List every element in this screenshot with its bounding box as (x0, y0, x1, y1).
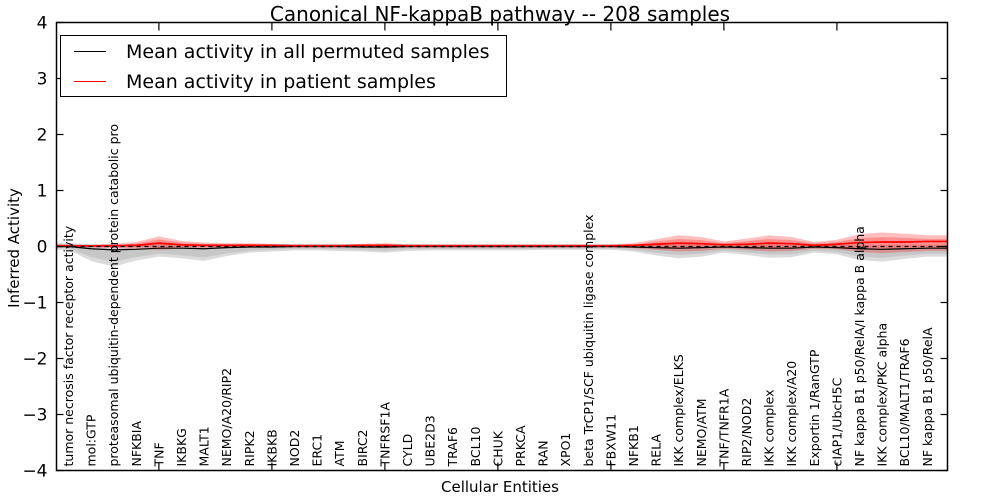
x-category-label: TNF/TNFR1A (716, 388, 731, 467)
x-category-label: beta TrCP1/SCF ubiquitin ligase complex (581, 215, 596, 467)
x-category-label: PRKCA (513, 425, 528, 466)
x-category-label: TRAF6 (445, 427, 460, 468)
x-category-label: IKK complex/PKC alpha (875, 323, 890, 467)
x-category-label: RIP2/NOD2 (739, 398, 754, 467)
legend-line-sample-1 (74, 81, 106, 82)
x-category-label: RELA (649, 434, 664, 467)
x-category-label: MALT1 (197, 426, 212, 466)
y-tick-label: 2 (37, 126, 48, 146)
x-category-label: IKBKG (174, 428, 189, 466)
x-category-label: BCL10/MALT1/TRAF6 (897, 338, 912, 466)
x-category-label: Exportin 1/RanGTP (807, 349, 822, 466)
y-tick-label: −1 (22, 294, 47, 314)
x-category-label: mol:GTP (84, 414, 99, 466)
legend-line-sample-0 (74, 51, 106, 52)
x-category-label: proteasomal ubiquitin-dependent protein … (106, 124, 121, 467)
y-tick-label: −4 (22, 462, 47, 482)
y-tick-label: −2 (22, 350, 47, 370)
x-category-label: NOD2 (287, 430, 302, 467)
x-category-label: ATM (332, 440, 347, 466)
permuted-samples-distribution-band (56, 244, 948, 262)
legend-label: Mean activity in patient samples (126, 70, 436, 93)
x-category-label: tumor necrosis factor receptor activity (61, 225, 76, 466)
legend-box: Mean activity in all permuted samples Me… (60, 35, 507, 97)
x-category-label: NF kappa B1 p50/RelA/I kappa B alpha (852, 226, 867, 466)
y-tick-label: −3 (22, 406, 47, 426)
x-category-label: CYLD (400, 434, 415, 467)
chart-title: Canonical NF-kappaB pathway -- 208 sampl… (269, 2, 731, 26)
legend-entry-permuted: Mean activity in all permuted samples (61, 37, 506, 66)
y-axis-label: Inferred Activity (5, 188, 23, 308)
x-category-label: ERC1 (310, 434, 325, 467)
y-tick-label: 1 (37, 182, 48, 202)
x-category-label: FBXW11 (603, 414, 618, 467)
y-tick-label: 3 (37, 70, 48, 90)
x-category-label: TNF (151, 442, 166, 467)
x-category-label: NFKB1 (626, 425, 641, 466)
x-category-label: RAN (536, 440, 551, 466)
y-tick-label: 4 (37, 14, 48, 34)
x-category-label: TNFRSF1A (377, 402, 392, 468)
x-category-label: XPO1 (558, 433, 573, 467)
permuted-samples-distribution-band (56, 243, 948, 267)
x-category-label: BIRC2 (355, 429, 370, 466)
legend-label: Mean activity in all permuted samples (126, 40, 490, 63)
x-category-label: NEMO/A20/RIP2 (219, 368, 234, 467)
patient-samples-distribution-band (56, 232, 948, 254)
x-category-label: NF kappa B1 p50/RelA (920, 327, 935, 467)
x-category-label: IKK complex (762, 389, 777, 466)
legend-entry-patient: Mean activity in patient samples (61, 67, 506, 96)
x-axis-label: Cellular Entities (441, 478, 559, 496)
x-category-label: CHUK (490, 430, 505, 466)
x-category-label: UBE2D3 (423, 415, 438, 466)
x-category-label: IKK complex/ELKS (671, 354, 686, 466)
x-category-label: cIAP1/UbcH5C (829, 377, 844, 466)
x-category-label: BCL10 (468, 426, 483, 466)
y-tick-label: 0 (37, 238, 48, 258)
x-category-label: NFKBIA (129, 421, 144, 467)
x-category-label: RIPK2 (242, 430, 257, 466)
x-category-label: NEMO/ATM (694, 398, 709, 466)
x-category-label: IKBKB (264, 429, 279, 466)
x-category-label: IKK complex/A20 (784, 361, 799, 467)
